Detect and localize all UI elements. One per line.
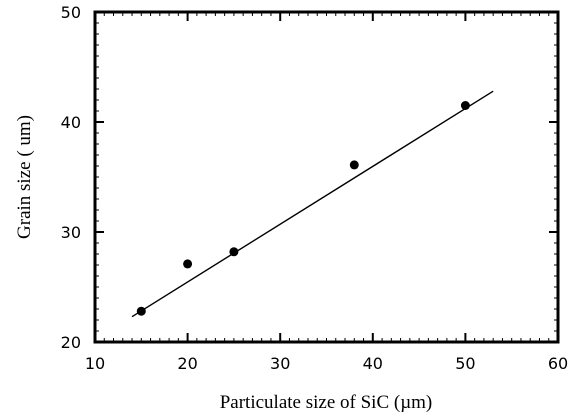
y-tick-labels: 20 30 40 50 <box>61 3 81 352</box>
plot-area <box>93 10 560 344</box>
y-tick-label: 30 <box>61 223 81 242</box>
major-ticks <box>94 11 559 343</box>
data-point <box>183 259 193 269</box>
x-tick-label: 40 <box>363 354 383 373</box>
y-tick-label: 50 <box>61 3 81 22</box>
x-tick-label: 60 <box>548 354 568 373</box>
x-tick-labels: 10 20 30 40 50 60 <box>85 354 568 373</box>
data-point <box>136 306 146 316</box>
y-axis-label: Grain size ( um) <box>14 115 35 239</box>
x-tick-label: 10 <box>85 354 105 373</box>
x-tick-label: 50 <box>455 354 475 373</box>
fit-line <box>131 90 494 318</box>
x-tick-label: 30 <box>270 354 290 373</box>
data-point <box>349 160 359 170</box>
data-points <box>136 101 470 316</box>
y-tick-label: 40 <box>61 113 81 132</box>
x-axis-label: Particulate size of SiC (µm) <box>220 392 433 413</box>
data-point <box>229 247 239 257</box>
y-tick-label: 20 <box>61 333 81 352</box>
x-tick-label: 20 <box>177 354 197 373</box>
data-point <box>460 101 470 110</box>
